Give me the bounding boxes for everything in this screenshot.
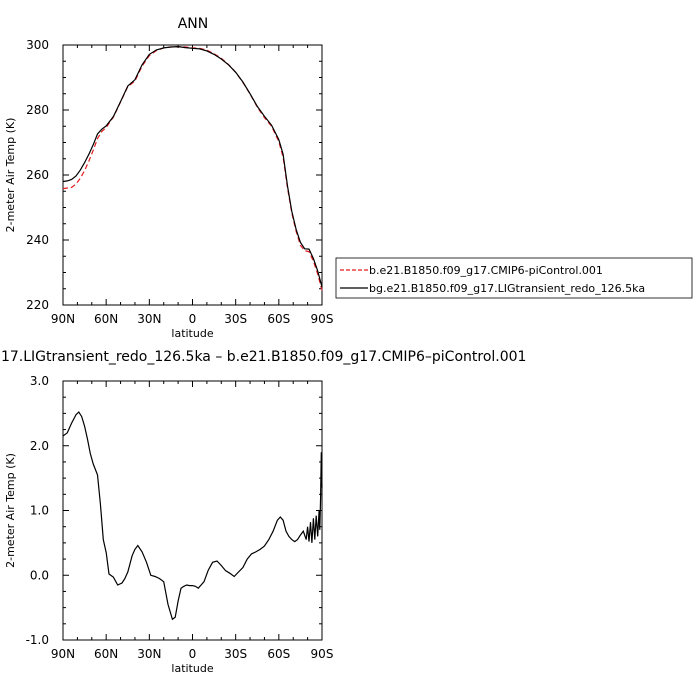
x-tick-label: 60S [267,647,290,661]
x-tick-label: 0 [189,312,197,326]
x-axis-label: latitude [171,327,213,340]
x-tick-label: 90N [51,312,75,326]
y-tick-label: 260 [26,168,49,182]
chart-title: ANN [178,16,209,32]
y-tick-label: 280 [26,103,49,117]
x-tick-label: 90N [51,647,75,661]
x-tick-label: 30S [224,647,247,661]
legend: b.e21.B1850.f09_g17.CMIP6-piControl.001b… [335,257,693,299]
x-tick-label: 30N [137,312,161,326]
series-line-0 [62,411,323,621]
x-tick-label: 60S [267,312,290,326]
difference-plot: bg.e21.B1850.f09_g17.LIGtransient_redo_1… [0,349,526,675]
y-axis-label: 2-meter Air Temp (K) [4,118,17,233]
chart-title: bg.e21.B1850.f09_g17.LIGtransient_redo_1… [0,349,526,365]
x-tick-label: 60N [94,312,118,326]
y-tick-label: 1.0 [30,504,49,518]
y-tick-label: 300 [26,38,49,52]
x-tick-label: 60N [94,647,118,661]
series-line-1 [62,45,323,288]
legend-label: b.e21.B1850.f09_g17.CMIP6-piControl.001 [369,264,603,277]
y-tick-label: 240 [26,233,49,247]
plot-frame [62,380,323,641]
y-tick-label: 3.0 [30,374,49,388]
x-tick-label: 30S [224,312,247,326]
y-tick-label: 220 [26,298,49,312]
legend-label: bg.e21.B1850.f09_g17.LIGtransient_redo_1… [369,282,645,295]
x-axis-label: latitude [171,662,213,675]
y-tick-label: 2.0 [30,439,49,453]
series-line-0 [62,45,323,291]
legend-box [335,257,693,299]
plot-frame [62,44,323,306]
y-tick-label: 0.0 [30,568,49,582]
y-tick-label: -1.0 [26,633,49,647]
x-tick-label: 90S [311,312,334,326]
x-tick-label: 30N [137,647,161,661]
y-axis-label: 2-meter Air Temp (K) [4,453,17,568]
temperature-plot: ANN 90N 60N 30N 0 30S 60S 90S 300 280 260 240 220 lat… [4,16,333,340]
x-tick-label: 90S [311,647,334,661]
x-tick-label: 0 [189,647,197,661]
